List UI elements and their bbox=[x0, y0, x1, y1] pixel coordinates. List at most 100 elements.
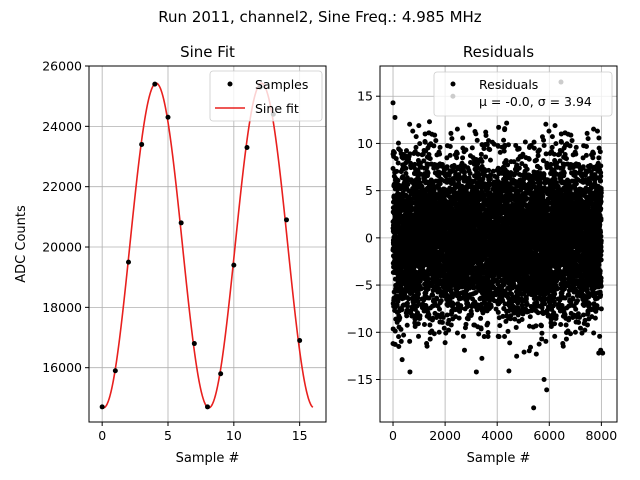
sine-fit-xlabel: Sample # bbox=[176, 451, 240, 466]
residual-point bbox=[478, 315, 484, 321]
sample-point bbox=[139, 141, 145, 147]
residual-point bbox=[427, 336, 433, 342]
sample-point bbox=[218, 371, 224, 377]
residual-point bbox=[405, 182, 411, 188]
figure-suptitle: Run 2011, channel2, Sine Freq.: 4.985 MH… bbox=[158, 8, 482, 26]
residual-point bbox=[415, 299, 421, 305]
residual-point bbox=[467, 171, 473, 176]
residual-point bbox=[394, 168, 400, 174]
sine-fit-ytick-label: 20000 bbox=[42, 240, 82, 255]
residual-point bbox=[476, 331, 482, 337]
residual-point bbox=[422, 131, 428, 137]
residual-point bbox=[448, 322, 454, 328]
residual-point bbox=[390, 165, 396, 171]
residual-point bbox=[417, 313, 423, 319]
residual-point bbox=[454, 155, 460, 161]
residual-point bbox=[454, 126, 460, 132]
residual-point bbox=[409, 200, 415, 206]
sine-fit-frame bbox=[88, 65, 327, 423]
sample-point bbox=[244, 144, 250, 150]
sample-point bbox=[297, 338, 303, 344]
residual-point bbox=[447, 152, 453, 158]
sine-fit-panel: Sine Fit 0 5 10 151600018000200002200024000… bbox=[14, 43, 327, 466]
residual-point bbox=[405, 303, 411, 309]
residual-point bbox=[487, 157, 493, 163]
residual-point bbox=[505, 142, 511, 148]
residual-point bbox=[421, 321, 427, 327]
residual-point bbox=[516, 165, 522, 171]
residual-point bbox=[456, 315, 462, 321]
residual-point bbox=[436, 169, 442, 175]
residual-point bbox=[444, 164, 450, 170]
residual-point bbox=[496, 124, 502, 130]
residual-point bbox=[488, 304, 494, 310]
legend-samples-label: Samples bbox=[255, 77, 308, 92]
residual-point bbox=[431, 331, 437, 337]
legend-sine-fit-label: Sine fit bbox=[255, 101, 299, 116]
residual-point bbox=[421, 158, 427, 164]
residual-point bbox=[393, 156, 399, 162]
residual-point bbox=[469, 311, 475, 317]
residual-point bbox=[425, 272, 431, 278]
residual-point bbox=[441, 325, 447, 331]
residual-point bbox=[395, 178, 401, 184]
residual-point bbox=[396, 343, 402, 349]
residual-point bbox=[394, 302, 400, 308]
sample-point bbox=[284, 217, 289, 223]
residual-point bbox=[473, 131, 479, 137]
residual-point bbox=[417, 141, 423, 147]
residual-point bbox=[436, 329, 442, 335]
residual-point bbox=[403, 148, 409, 154]
residual-point bbox=[398, 326, 404, 332]
residual-point bbox=[437, 181, 443, 187]
residual-point bbox=[427, 322, 433, 328]
residual-point bbox=[400, 174, 406, 180]
sine-fit-ytick-label: 22000 bbox=[42, 179, 82, 194]
residual-point bbox=[391, 150, 397, 156]
residual-point bbox=[461, 347, 467, 353]
sine-fit-xtick-label: 5 bbox=[164, 428, 172, 443]
residual-point bbox=[419, 286, 425, 292]
sine-fit-ytick-label: 16000 bbox=[42, 360, 82, 375]
residual-point bbox=[467, 122, 473, 128]
residual-point bbox=[432, 132, 438, 138]
sample-point bbox=[178, 220, 184, 226]
sine-fit-xtick-label: 0 bbox=[98, 428, 106, 443]
residual-point bbox=[513, 324, 519, 330]
residual-point bbox=[434, 295, 440, 301]
residual-point bbox=[439, 319, 445, 325]
residual-point bbox=[430, 292, 436, 298]
residual-point bbox=[392, 114, 398, 120]
residual-point bbox=[430, 315, 436, 321]
residual-point bbox=[460, 135, 466, 141]
residual-point bbox=[416, 123, 422, 129]
residual-point bbox=[516, 146, 522, 152]
residual-point bbox=[399, 307, 405, 313]
residual-point bbox=[486, 167, 492, 173]
residual-point bbox=[483, 133, 489, 138]
residual-point bbox=[425, 276, 431, 282]
residual-point bbox=[463, 321, 469, 327]
residual-point bbox=[398, 338, 404, 344]
residual-point bbox=[485, 320, 491, 326]
residual-point bbox=[496, 334, 502, 340]
residual-point bbox=[427, 156, 433, 162]
sine-fit-xtick-label: 15 bbox=[292, 428, 308, 443]
residual-point bbox=[407, 338, 413, 344]
residual-point bbox=[418, 171, 424, 177]
residual-point bbox=[392, 328, 398, 334]
sample-point bbox=[191, 341, 197, 347]
sine-fit-ytick-label: 18000 bbox=[42, 300, 82, 315]
residual-point bbox=[407, 151, 413, 157]
sample-point bbox=[126, 259, 131, 265]
residual-point bbox=[485, 330, 491, 336]
residual-point bbox=[425, 170, 431, 176]
residuals-panel: Residuals 0 2000 4000 6000 8000−15−10−505101… bbox=[347, 43, 618, 466]
sine-fit-ytick-label: 26000 bbox=[42, 59, 82, 74]
residual-point bbox=[454, 151, 460, 157]
residual-point bbox=[422, 139, 428, 145]
residual-point bbox=[413, 134, 419, 140]
residual-point bbox=[426, 151, 432, 157]
residual-point bbox=[404, 313, 410, 319]
